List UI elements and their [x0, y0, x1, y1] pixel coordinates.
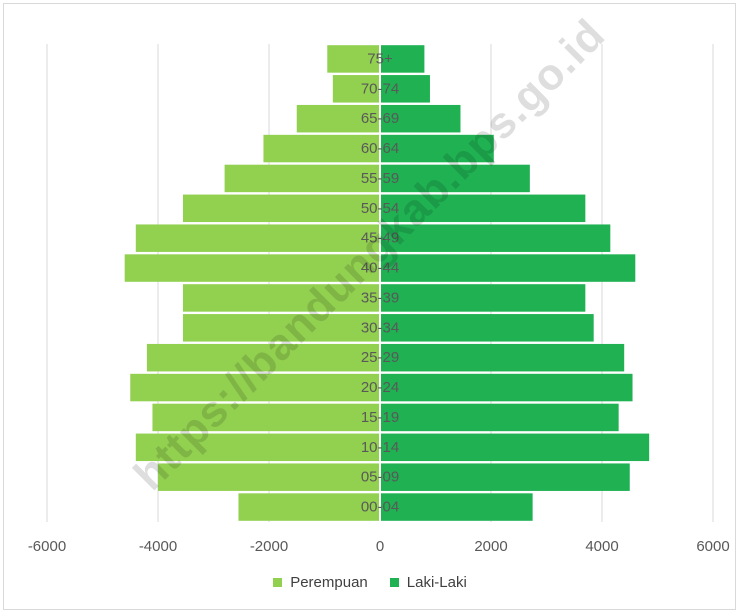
- x-tick-label-0: 0: [376, 538, 384, 555]
- bar-perempuan-40-44: [124, 254, 380, 282]
- category-label-55-59: 55-59: [361, 170, 399, 187]
- legend-entry-laki-laki: Laki-Laki: [389, 573, 467, 591]
- bar-perempuan-45-49: [135, 224, 380, 252]
- bar-laki-laki-65-69: [380, 104, 461, 133]
- category-label-65-69: 65-69: [361, 110, 399, 127]
- bar-perempuan-70-74: [332, 75, 380, 103]
- x-axis-tick-labels: -6000 -4000 -2000 0 2000 4000 6000: [28, 538, 730, 555]
- bar-laki-laki-45-49: [380, 224, 611, 252]
- bar-perempuan-05-09: [158, 463, 380, 491]
- legend-label-perempuan: Perempuan: [290, 573, 368, 591]
- bar-laki-laki-75+: [380, 45, 425, 73]
- bar-laki-laki-70-74: [380, 75, 430, 103]
- category-label-50-54: 50-54: [361, 200, 399, 217]
- bar-laki-laki-50-54: [380, 194, 586, 223]
- bar-perempuan-10-14: [135, 433, 380, 462]
- category-label-20-24: 20-24: [361, 379, 399, 396]
- category-label-45-49: 45-49: [361, 230, 399, 247]
- category-label-15-19: 15-19: [361, 409, 399, 426]
- x-tick-label-4000: 4000: [585, 538, 618, 555]
- category-label-05-09: 05-09: [361, 469, 399, 486]
- category-label-60-64: 60-64: [361, 140, 399, 157]
- bars: [124, 44, 650, 522]
- x-tick-label--6000: -6000: [28, 538, 66, 555]
- bar-laki-laki-30-34: [380, 314, 594, 342]
- x-tick-label-2000: 2000: [474, 538, 507, 555]
- category-label-35-39: 35-39: [361, 289, 399, 306]
- bar-perempuan-30-34: [182, 314, 380, 342]
- bar-perempuan-50-54: [182, 194, 380, 223]
- category-label-70-74: 70-74: [361, 80, 399, 97]
- bar-laki-laki-35-39: [380, 284, 586, 312]
- category-label-30-34: 30-34: [361, 319, 399, 336]
- bar-laki-laki-05-09: [380, 463, 630, 491]
- bar-laki-laki-55-59: [380, 164, 530, 193]
- bar-laki-laki-60-64: [380, 134, 494, 163]
- legend: Perempuan Laki-Laki: [0, 570, 740, 594]
- x-tick-label--2000: -2000: [250, 538, 288, 555]
- legend-swatch-laki-laki: [389, 577, 399, 587]
- bar-laki-laki-25-29: [380, 343, 625, 372]
- bar-perempuan-25-29: [146, 343, 380, 372]
- bar-perempuan-15-19: [152, 403, 380, 432]
- category-label-25-29: 25-29: [361, 349, 399, 366]
- bar-laki-laki-15-19: [380, 403, 619, 432]
- bar-perempuan-00-04: [238, 493, 380, 521]
- bar-laki-laki-20-24: [380, 373, 633, 402]
- category-labels: 00-04 05-09 10-14 15-19 20-24 25-29 30-34 35-39…: [361, 50, 399, 515]
- bar-perempuan-35-39: [182, 284, 380, 312]
- bar-perempuan-60-64: [263, 134, 380, 163]
- bar-laki-laki-00-04: [380, 493, 533, 521]
- category-label-00-04: 00-04: [361, 499, 399, 516]
- legend-entry-perempuan: Perempuan: [273, 574, 368, 591]
- bar-perempuan-55-59: [224, 164, 380, 193]
- legend-swatch-perempuan: [273, 577, 283, 587]
- category-label-10-14: 10-14: [361, 439, 399, 456]
- x-tick-label-6000: 6000: [696, 538, 729, 555]
- legend-label-laki-laki: Laki-Laki: [406, 573, 467, 591]
- category-label-75+: 75+: [367, 50, 393, 67]
- bar-perempuan-65-69: [296, 104, 380, 133]
- bar-laki-laki-10-14: [380, 433, 650, 462]
- category-label-40-44: 40-44: [361, 260, 399, 277]
- bar-laki-laki-40-44: [380, 254, 636, 282]
- bar-perempuan-20-24: [130, 373, 380, 402]
- x-tick-label--4000: -4000: [139, 538, 177, 555]
- bar-perempuan-75+: [327, 45, 380, 73]
